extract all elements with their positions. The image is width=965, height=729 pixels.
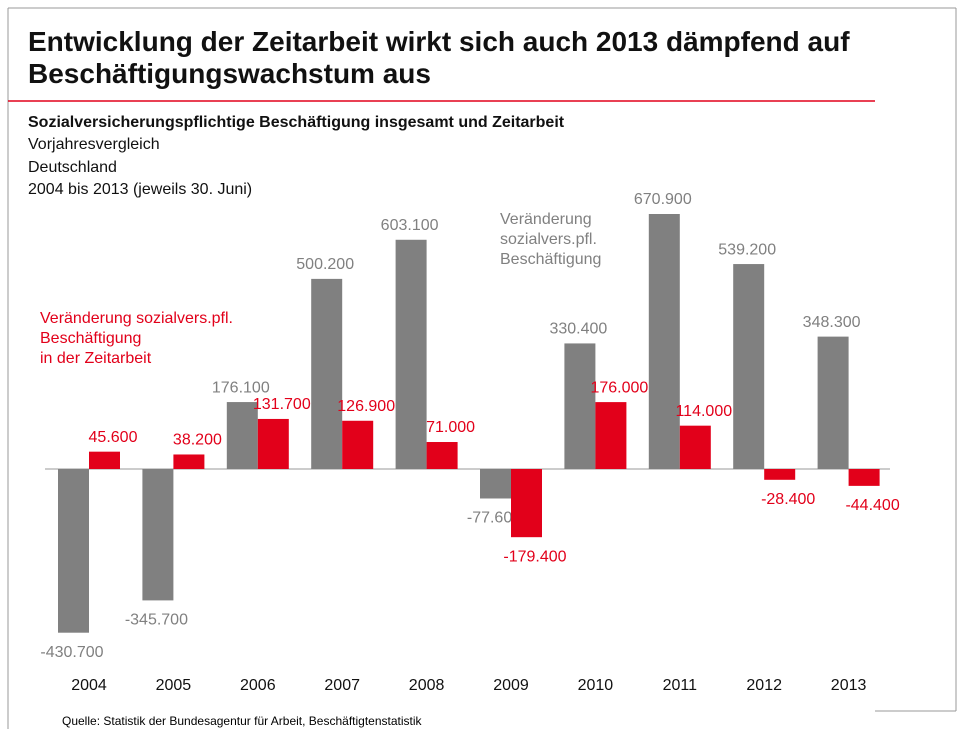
bar <box>226 402 258 469</box>
bar <box>311 278 343 469</box>
bar <box>142 469 174 601</box>
bar <box>648 214 680 469</box>
x-tick-label: 2007 <box>324 677 360 694</box>
data-label: -44.400 <box>845 497 899 514</box>
x-tick-label: 2013 <box>831 677 867 694</box>
data-label: 500.200 <box>296 256 354 273</box>
bar <box>342 420 374 469</box>
subtitle: Deutschland <box>28 159 117 176</box>
page-title: Entwicklung der Zeitarbeit wirkt sich au… <box>28 26 850 89</box>
data-label: 45.600 <box>89 429 138 446</box>
data-label: 176.100 <box>212 379 270 396</box>
data-label: 131.700 <box>253 396 311 413</box>
x-tick-label: 2004 <box>71 677 107 694</box>
data-label: -345.700 <box>125 612 188 629</box>
bar <box>173 454 205 469</box>
x-tick-label: 2008 <box>409 677 445 694</box>
bar <box>595 402 627 469</box>
series-label: Veränderung sozialvers.pfl. Beschäftigun… <box>500 211 602 268</box>
data-label: 670.900 <box>634 191 692 208</box>
bar <box>480 469 511 499</box>
bar <box>764 469 796 480</box>
data-label: -430.700 <box>40 644 103 661</box>
series-label: Veränderung sozialvers.pfl. Beschäftigun… <box>40 310 233 367</box>
x-tick-label: 2009 <box>493 677 529 694</box>
bar <box>426 442 458 469</box>
bar <box>817 336 849 469</box>
x-tick-label: 2011 <box>663 677 698 694</box>
data-label: 38.200 <box>173 432 222 449</box>
data-label: 330.400 <box>549 321 607 338</box>
bar <box>511 469 542 538</box>
data-label: 71.000 <box>426 419 475 436</box>
bar <box>257 418 289 469</box>
data-label: -28.400 <box>761 491 815 508</box>
bar <box>733 264 765 469</box>
source: Quelle: Statistik der Bundesagentur für … <box>62 714 423 728</box>
bar <box>89 451 120 469</box>
subtitle: 2004 bis 2013 (jeweils 30. Juni) <box>28 181 253 198</box>
bar <box>395 239 427 469</box>
x-tick-label: 2010 <box>578 677 614 694</box>
data-label: 603.100 <box>381 217 439 234</box>
x-tick-label: 2006 <box>240 677 276 694</box>
bar <box>848 469 880 486</box>
data-label: 348.300 <box>803 314 861 331</box>
x-tick-label: 2012 <box>746 677 782 694</box>
data-label: 539.200 <box>718 241 776 258</box>
bar <box>564 343 596 469</box>
data-label: -77.600 <box>467 510 521 527</box>
subtitle: Vorjahresvergleich <box>28 136 160 153</box>
data-label: -179.400 <box>503 548 566 565</box>
data-label: 114.000 <box>675 403 732 420</box>
bar <box>679 425 711 469</box>
chart-title: Sozialversicherungspflichtige Beschäftig… <box>28 114 565 131</box>
bar <box>58 469 89 633</box>
data-label: 176.000 <box>590 379 648 396</box>
x-tick-label: 2005 <box>156 677 192 694</box>
data-label: 126.900 <box>337 398 395 415</box>
